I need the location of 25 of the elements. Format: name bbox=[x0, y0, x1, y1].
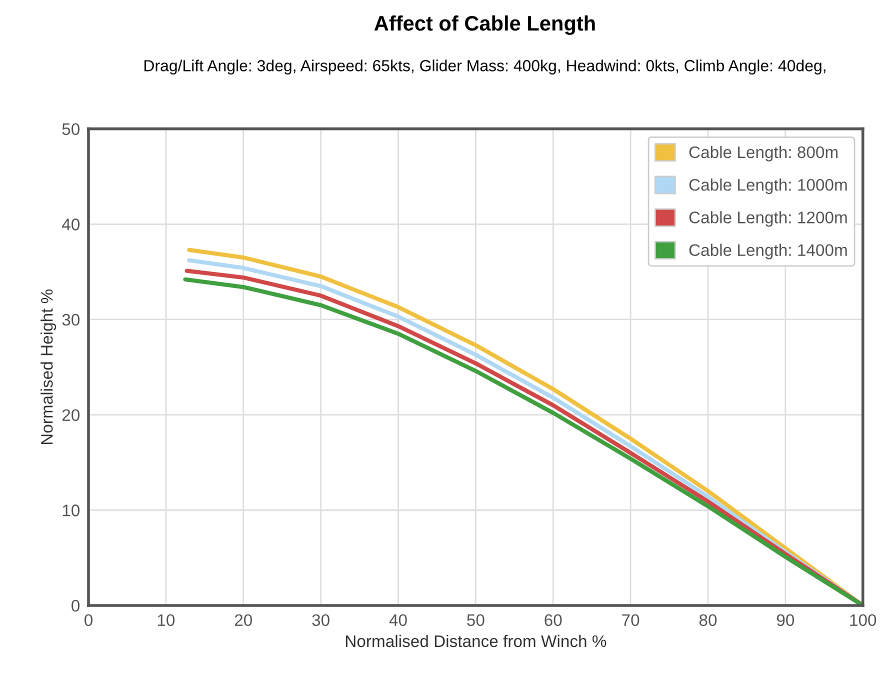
chart-title: Affect of Cable Length bbox=[374, 15, 595, 35]
x-tick-label: 50 bbox=[467, 614, 484, 626]
legend-label: Cable Length: 800m bbox=[689, 146, 838, 162]
x-tick-label: 90 bbox=[776, 614, 794, 626]
y-axis-title: Normalised Height % bbox=[40, 289, 56, 444]
y-tick-label: 20 bbox=[62, 409, 80, 422]
y-tick-label: 30 bbox=[62, 314, 80, 326]
x-tick-label: 80 bbox=[699, 614, 717, 626]
x-tick-label: 30 bbox=[312, 614, 330, 626]
x-tick-label: 20 bbox=[234, 614, 252, 626]
y-tick-label: 50 bbox=[62, 123, 80, 136]
x-tick-label: 10 bbox=[158, 614, 175, 626]
legend-label: Cable Length: 1400m bbox=[689, 244, 847, 260]
y-tick-label: 0 bbox=[72, 600, 80, 612]
x-tick-label: 40 bbox=[389, 614, 407, 626]
x-tick-label: 70 bbox=[622, 614, 640, 626]
legend-label: Cable Length: 1000m bbox=[689, 178, 847, 194]
y-tick-label: 10 bbox=[62, 504, 80, 516]
x-tick-label: 0 bbox=[84, 614, 92, 626]
x-tick-label: 60 bbox=[544, 614, 562, 626]
legend-label: Cable Length: 1200m bbox=[689, 211, 847, 227]
chart-subtitle: Drag/Lift Angle: 3deg, Airspeed: 65kts, Glider Mass: 400kg, Headwind: 0kts, Climb Angle: 40deg, bbox=[144, 60, 826, 75]
x-tick-label: 100 bbox=[850, 614, 876, 626]
x-axis-title: Normalised Distance from Winch % bbox=[346, 634, 606, 648]
y-tick-label: 40 bbox=[62, 218, 80, 230]
